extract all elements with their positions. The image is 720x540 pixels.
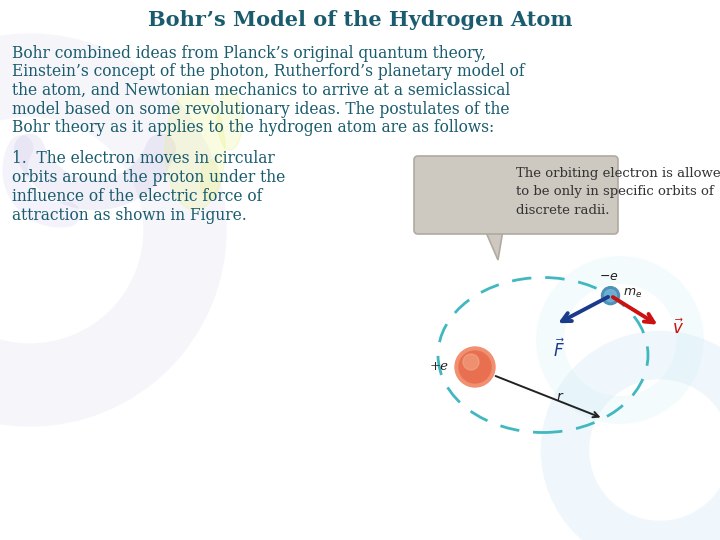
Circle shape: [459, 351, 491, 383]
Text: $-e$: $-e$: [599, 269, 618, 282]
Text: Bohr combined ideas from Planck’s original quantum theory,: Bohr combined ideas from Planck’s origin…: [12, 45, 486, 62]
Polygon shape: [485, 230, 503, 260]
Text: Bohr theory as it applies to the hydrogen atom are as follows:: Bohr theory as it applies to the hydroge…: [12, 119, 494, 136]
Ellipse shape: [217, 90, 243, 150]
Text: $\vec{F}$: $\vec{F}$: [553, 339, 564, 361]
Text: $\vec{v}$: $\vec{v}$: [672, 319, 684, 338]
Circle shape: [455, 347, 495, 387]
Ellipse shape: [165, 90, 225, 210]
Text: $m_e$: $m_e$: [624, 287, 643, 300]
Text: attraction as shown in Figure.: attraction as shown in Figure.: [12, 207, 247, 224]
Text: model based on some revolutionary ideas. The postulates of the: model based on some revolutionary ideas.…: [12, 100, 510, 118]
Text: orbits around the proton under the: orbits around the proton under the: [12, 169, 285, 186]
Text: Einstein’s concept of the photon, Rutherford’s planetary model of: Einstein’s concept of the photon, Ruther…: [12, 64, 525, 80]
Circle shape: [463, 354, 479, 370]
Text: $r$: $r$: [556, 390, 564, 404]
Circle shape: [601, 287, 619, 305]
Text: The orbiting electron is allowed
to be only in specific orbits of
discrete radii: The orbiting electron is allowed to be o…: [516, 167, 720, 217]
Text: +e: +e: [430, 360, 449, 373]
FancyBboxPatch shape: [414, 156, 618, 234]
Ellipse shape: [200, 160, 220, 200]
Text: influence of the electric force of: influence of the electric force of: [12, 188, 262, 205]
Text: Bohr’s Model of the Hydrogen Atom: Bohr’s Model of the Hydrogen Atom: [148, 10, 572, 30]
Text: 1.  The electron moves in circular: 1. The electron moves in circular: [12, 150, 275, 167]
Circle shape: [605, 289, 616, 302]
Text: the atom, and Newtonian mechanics to arrive at a semiclassical: the atom, and Newtonian mechanics to arr…: [12, 82, 510, 99]
